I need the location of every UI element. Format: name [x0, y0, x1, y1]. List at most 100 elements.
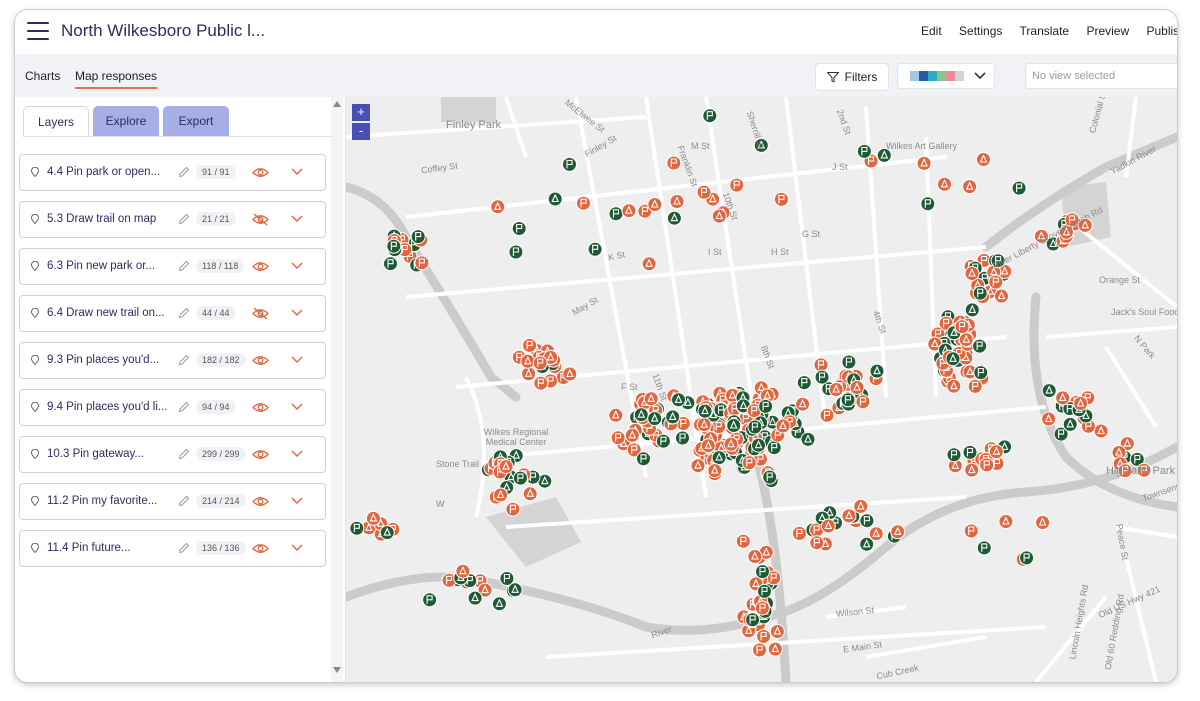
map-pin[interactable]: [467, 590, 483, 606]
map-pin[interactable]: [998, 514, 1014, 529]
hamburger-menu-icon[interactable]: [27, 22, 49, 40]
map-pin[interactable]: [841, 508, 857, 524]
map-pin[interactable]: [707, 463, 723, 479]
map-pin[interactable]: [491, 596, 507, 612]
map-pin[interactable]: [723, 436, 739, 452]
map-pin[interactable]: [697, 403, 713, 419]
map-pin[interactable]: [711, 208, 727, 224]
eye-icon[interactable]: [252, 166, 269, 179]
map-pin[interactable]: [769, 624, 785, 639]
color-palette-dropdown[interactable]: [897, 63, 995, 89]
map-pin[interactable]: [490, 199, 506, 215]
map-pin[interactable]: [1041, 383, 1057, 399]
map-pin[interactable]: [937, 176, 952, 192]
chevron-down-icon[interactable]: [291, 356, 303, 364]
edit-pencil-icon[interactable]: [178, 401, 190, 413]
map-pin[interactable]: [608, 407, 624, 423]
view-select[interactable]: No view selected: [1025, 63, 1177, 89]
map-pin[interactable]: [455, 563, 471, 579]
map-pin[interactable]: [964, 462, 980, 478]
map-pin[interactable]: [849, 380, 865, 395]
map-pin[interactable]: [775, 418, 791, 434]
tab-map-responses[interactable]: Map responses: [75, 69, 158, 89]
eye-icon[interactable]: [252, 354, 269, 367]
layer-row[interactable]: 11.2 Pin my favorite... 214 / 214: [19, 483, 326, 520]
map-pin[interactable]: [690, 458, 706, 474]
edit-pencil-icon[interactable]: [178, 213, 190, 225]
nav-publish[interactable]: Publis: [1146, 24, 1178, 38]
map-pin[interactable]: [988, 444, 1004, 460]
map-pin[interactable]: [1058, 224, 1074, 240]
map-pin[interactable]: [747, 549, 763, 564]
map-pin[interactable]: [647, 411, 663, 427]
edit-pencil-icon[interactable]: [178, 307, 190, 319]
map-pin[interactable]: [767, 641, 783, 657]
map-pin[interactable]: [643, 391, 659, 407]
layer-row[interactable]: 6.4 Draw new trail on... 44 / 44: [19, 295, 326, 332]
map-pin[interactable]: [946, 378, 962, 394]
map-pin[interactable]: [365, 510, 381, 526]
map-pin[interactable]: [859, 536, 875, 552]
nav-edit[interactable]: Edit: [921, 24, 942, 38]
map-pin[interactable]: [669, 194, 685, 209]
chevron-down-icon[interactable]: [291, 450, 303, 458]
edit-pencil-icon[interactable]: [178, 448, 190, 460]
map-pin[interactable]: [666, 210, 682, 226]
map-pin[interactable]: [641, 256, 657, 272]
map-pin[interactable]: [868, 526, 884, 542]
map-pin[interactable]: [522, 486, 538, 502]
map-pin[interactable]: [477, 582, 493, 598]
map-pin[interactable]: [976, 152, 991, 167]
map-pin[interactable]: [1077, 217, 1093, 233]
map-pin[interactable]: [493, 487, 509, 503]
tab-export[interactable]: Export: [163, 106, 229, 136]
edit-pencil-icon[interactable]: [178, 260, 190, 272]
layer-row[interactable]: 6.3 Pin new park or... 118 / 118: [19, 248, 326, 285]
edit-pencil-icon[interactable]: [178, 354, 190, 366]
map-canvas[interactable]: + - Finley Park Coffey St McElwee St Fin…: [346, 97, 1177, 682]
map-pin[interactable]: [379, 525, 395, 541]
chevron-down-icon[interactable]: [291, 168, 303, 176]
map-pin[interactable]: [890, 524, 906, 540]
map-pin[interactable]: [994, 288, 1009, 304]
eye-icon[interactable]: [252, 495, 269, 508]
map-pin[interactable]: [498, 459, 514, 475]
layer-row[interactable]: 9.3 Pin places you'd... 182 / 182: [19, 342, 326, 379]
map-pin[interactable]: [828, 382, 844, 397]
chevron-down-icon[interactable]: [291, 309, 303, 317]
map-pin[interactable]: [1033, 228, 1049, 244]
edit-pencil-icon[interactable]: [178, 495, 190, 507]
layer-row[interactable]: 9.4 Pin places you'd li... 94 / 94: [19, 389, 326, 426]
tab-layers[interactable]: Layers: [23, 106, 89, 136]
nav-preview[interactable]: Preview: [1086, 24, 1130, 38]
map-pin[interactable]: [962, 179, 978, 195]
scroll-down-icon[interactable]: [333, 667, 341, 673]
map-pin[interactable]: [562, 366, 578, 382]
map-pin[interactable]: [507, 582, 523, 598]
eye-off-icon[interactable]: [252, 307, 269, 320]
map-pin[interactable]: [751, 437, 766, 453]
nav-translate[interactable]: Translate: [1019, 24, 1070, 38]
tab-charts[interactable]: Charts: [25, 69, 61, 83]
tab-explore[interactable]: Explore: [93, 106, 159, 136]
map-pin[interactable]: [1041, 411, 1057, 427]
map-pin[interactable]: [820, 518, 836, 534]
map-pin[interactable]: [1073, 396, 1089, 411]
layer-row[interactable]: 4.4 Pin park or open... 91 / 91: [19, 154, 326, 191]
map-pin[interactable]: [547, 191, 563, 207]
layer-row[interactable]: 10.3 Pin gateway... 299 / 299: [19, 436, 326, 473]
map-pin[interactable]: [1062, 416, 1078, 432]
map-pin[interactable]: [1055, 390, 1071, 406]
map-pin[interactable]: [1035, 515, 1051, 530]
layer-row[interactable]: 11.4 Pin future... 136 / 136: [19, 530, 326, 567]
filters-button[interactable]: Filters: [815, 63, 889, 91]
map-pin[interactable]: [916, 155, 932, 171]
nav-settings[interactable]: Settings: [959, 24, 1003, 38]
eye-icon[interactable]: [252, 542, 269, 555]
map-pin[interactable]: [964, 302, 980, 318]
chevron-down-icon[interactable]: [291, 544, 303, 552]
map-pin[interactable]: [800, 431, 816, 447]
scroll-up-icon[interactable]: [333, 101, 341, 107]
sidebar-scrollbar[interactable]: [331, 97, 343, 682]
map-pin[interactable]: [647, 197, 663, 212]
